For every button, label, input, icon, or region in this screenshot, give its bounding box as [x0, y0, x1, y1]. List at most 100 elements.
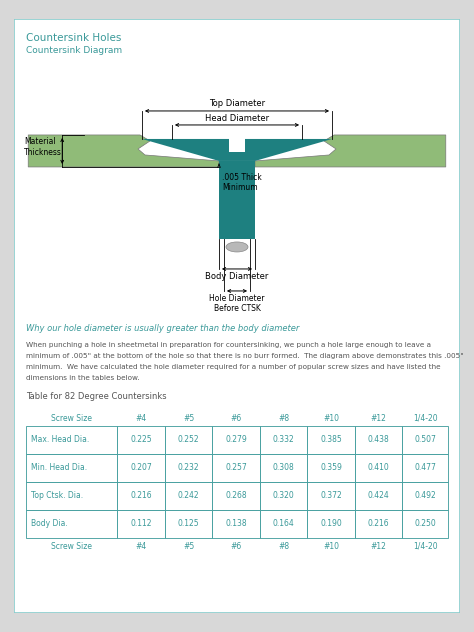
Text: Body Diameter: Body Diameter: [205, 272, 269, 281]
Text: 0.125: 0.125: [178, 520, 200, 528]
FancyBboxPatch shape: [118, 482, 165, 510]
Text: #5: #5: [183, 414, 194, 423]
Polygon shape: [28, 135, 219, 167]
Text: #8: #8: [278, 542, 289, 551]
Text: Top Diameter: Top Diameter: [209, 99, 265, 108]
Text: Hole Diameter
Before CTSK: Hole Diameter Before CTSK: [209, 294, 265, 313]
Text: 0.372: 0.372: [320, 492, 342, 501]
Text: 0.385: 0.385: [320, 435, 342, 444]
FancyBboxPatch shape: [212, 454, 260, 482]
Text: #6: #6: [230, 542, 242, 551]
Text: #12: #12: [371, 542, 387, 551]
Text: 0.320: 0.320: [273, 492, 294, 501]
Text: Screw Size: Screw Size: [51, 414, 92, 423]
FancyBboxPatch shape: [402, 510, 448, 538]
Polygon shape: [255, 135, 446, 167]
FancyBboxPatch shape: [26, 454, 118, 482]
FancyBboxPatch shape: [165, 510, 212, 538]
Text: 0.257: 0.257: [225, 463, 247, 473]
Text: Top Ctsk. Dia.: Top Ctsk. Dia.: [31, 492, 83, 501]
Text: 0.164: 0.164: [273, 520, 294, 528]
FancyBboxPatch shape: [402, 482, 448, 510]
FancyBboxPatch shape: [165, 454, 212, 482]
FancyBboxPatch shape: [118, 510, 165, 538]
FancyBboxPatch shape: [260, 454, 308, 482]
FancyBboxPatch shape: [355, 482, 402, 510]
Text: 0.216: 0.216: [130, 492, 152, 501]
FancyBboxPatch shape: [165, 426, 212, 454]
Text: #12: #12: [371, 414, 387, 423]
FancyBboxPatch shape: [118, 454, 165, 482]
FancyBboxPatch shape: [308, 510, 355, 538]
Text: Countersink Diagram: Countersink Diagram: [26, 46, 122, 55]
FancyBboxPatch shape: [308, 426, 355, 454]
Text: 0.207: 0.207: [130, 463, 152, 473]
FancyBboxPatch shape: [402, 454, 448, 482]
FancyBboxPatch shape: [165, 482, 212, 510]
Polygon shape: [219, 161, 255, 239]
Text: When punching a hole in sheetmetal in preparation for countersinking, we punch a: When punching a hole in sheetmetal in pr…: [26, 342, 431, 348]
FancyBboxPatch shape: [355, 426, 402, 454]
Text: 0.477: 0.477: [414, 463, 436, 473]
Text: Material
Thickness: Material Thickness: [24, 137, 62, 157]
Text: dimensions in the tables below.: dimensions in the tables below.: [26, 375, 140, 381]
FancyBboxPatch shape: [26, 510, 118, 538]
Text: .005 Thick
Minimum: .005 Thick Minimum: [222, 173, 262, 192]
Text: Min. Head Dia.: Min. Head Dia.: [31, 463, 87, 473]
Text: Table for 82 Degree Countersinks: Table for 82 Degree Countersinks: [26, 392, 167, 401]
Text: Screw Size: Screw Size: [51, 542, 92, 551]
Text: Body Dia.: Body Dia.: [31, 520, 68, 528]
Text: 0.359: 0.359: [320, 463, 342, 473]
FancyBboxPatch shape: [355, 510, 402, 538]
FancyBboxPatch shape: [212, 426, 260, 454]
Text: 0.112: 0.112: [130, 520, 152, 528]
FancyBboxPatch shape: [14, 19, 460, 613]
Text: 0.250: 0.250: [414, 520, 436, 528]
FancyBboxPatch shape: [26, 482, 118, 510]
FancyBboxPatch shape: [308, 454, 355, 482]
Text: #6: #6: [230, 414, 242, 423]
FancyBboxPatch shape: [260, 510, 308, 538]
Text: Countersink Holes: Countersink Holes: [26, 33, 122, 43]
FancyBboxPatch shape: [118, 426, 165, 454]
Text: 0.507: 0.507: [414, 435, 436, 444]
Text: Max. Head Dia.: Max. Head Dia.: [31, 435, 90, 444]
FancyBboxPatch shape: [26, 426, 118, 454]
Text: minimum.  We have calculated the hole diameter required for a number of popular : minimum. We have calculated the hole dia…: [26, 364, 441, 370]
Text: 0.232: 0.232: [178, 463, 200, 473]
Polygon shape: [142, 139, 332, 161]
Text: 0.252: 0.252: [178, 435, 200, 444]
FancyBboxPatch shape: [260, 426, 308, 454]
Text: 1/4-20: 1/4-20: [413, 414, 438, 423]
Text: 0.242: 0.242: [178, 492, 200, 501]
FancyBboxPatch shape: [308, 482, 355, 510]
Text: #8: #8: [278, 414, 289, 423]
Text: 1/4-20: 1/4-20: [413, 542, 438, 551]
Text: #5: #5: [183, 542, 194, 551]
Text: 0.190: 0.190: [320, 520, 342, 528]
FancyBboxPatch shape: [229, 137, 245, 152]
FancyBboxPatch shape: [402, 426, 448, 454]
Text: 0.138: 0.138: [225, 520, 247, 528]
Text: 0.225: 0.225: [130, 435, 152, 444]
Text: #10: #10: [323, 542, 339, 551]
Text: Why our hole diameter is usually greater than the body diameter: Why our hole diameter is usually greater…: [26, 324, 300, 333]
Text: 0.268: 0.268: [225, 492, 247, 501]
Ellipse shape: [226, 242, 248, 252]
FancyBboxPatch shape: [355, 454, 402, 482]
Text: #4: #4: [136, 542, 147, 551]
Text: minimum of .005" at the bottom of the hole so that there is no burr formed.  The: minimum of .005" at the bottom of the ho…: [26, 353, 464, 359]
Text: #4: #4: [136, 414, 147, 423]
Text: 0.492: 0.492: [414, 492, 436, 501]
Text: 0.438: 0.438: [368, 435, 390, 444]
Text: 0.332: 0.332: [273, 435, 294, 444]
Text: 0.216: 0.216: [368, 520, 390, 528]
Text: 0.410: 0.410: [368, 463, 390, 473]
Text: #10: #10: [323, 414, 339, 423]
FancyBboxPatch shape: [212, 482, 260, 510]
FancyBboxPatch shape: [212, 510, 260, 538]
Text: Head Diameter: Head Diameter: [205, 114, 269, 123]
Text: 0.279: 0.279: [225, 435, 247, 444]
FancyBboxPatch shape: [260, 482, 308, 510]
Text: 0.424: 0.424: [368, 492, 390, 501]
